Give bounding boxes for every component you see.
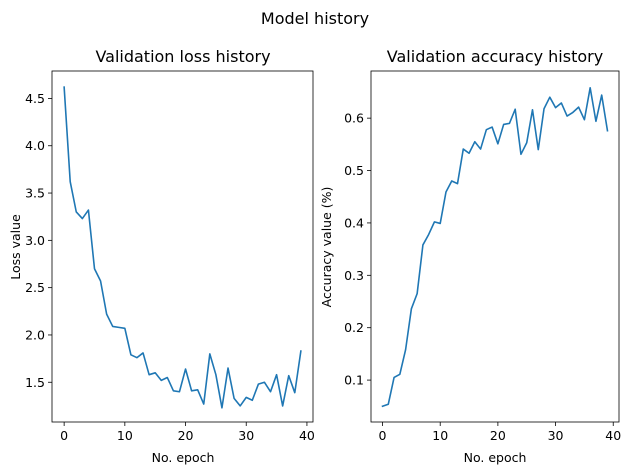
accuracy-series-line-0 <box>381 86 609 408</box>
accuracy-y-tick-label: 0.2 <box>344 320 364 335</box>
accuracy-x-tick-label: 30 <box>548 428 564 443</box>
loss-y-axis-label: Loss value <box>8 214 23 280</box>
loss-x-tick-label: 20 <box>178 428 194 443</box>
accuracy-subplot: Validation accuracy history 0 10 20 30 40 0.… <box>319 47 621 465</box>
loss-y-tick-label: 1.5 <box>25 375 45 390</box>
loss-y-tick-label: 3.0 <box>25 233 45 248</box>
loss-axes-frame <box>51 70 314 423</box>
loss-y-tick-label: 4.0 <box>25 138 45 153</box>
loss-y-tick-label: 2.5 <box>25 280 45 295</box>
loss-x-ticks: 0 10 20 30 40 <box>60 422 315 443</box>
loss-y-tick-label: 3.5 <box>25 186 45 201</box>
accuracy-x-tick-label: 0 <box>379 428 387 443</box>
loss-chart-title: Validation loss history <box>95 47 270 66</box>
accuracy-y-tick-label: 0.4 <box>344 215 364 230</box>
accuracy-x-ticks: 0 10 20 30 40 <box>379 422 621 443</box>
accuracy-y-tick-label: 0.3 <box>344 268 364 283</box>
loss-series-line-0 <box>63 86 302 409</box>
loss-x-tick-label: 40 <box>299 428 315 443</box>
accuracy-y-ticks: 0.1 0.2 0.3 0.4 0.5 0.6 <box>344 111 371 388</box>
accuracy-y-tick-label: 0.6 <box>344 111 364 126</box>
loss-x-tick-label: 10 <box>117 428 133 443</box>
loss-y-tick-label: 4.5 <box>25 91 45 106</box>
accuracy-x-tick-label: 20 <box>490 428 506 443</box>
loss-x-tick-label: 0 <box>60 428 68 443</box>
accuracy-y-axis-label: Accuracy value (%) <box>319 187 334 308</box>
loss-subplot: Validation loss history 0 10 20 30 40 1.5 2.0… <box>8 47 315 465</box>
accuracy-marks <box>381 86 609 408</box>
accuracy-x-axis-label: No. epoch <box>464 450 527 465</box>
accuracy-y-tick-label: 0.1 <box>344 373 364 388</box>
accuracy-x-tick-label: 40 <box>605 428 621 443</box>
figure-suptitle: Model history <box>261 9 369 28</box>
accuracy-chart-title: Validation accuracy history <box>387 47 603 66</box>
accuracy-axes-frame <box>370 70 620 423</box>
loss-y-ticks: 1.5 2.0 2.5 3.0 3.5 4.0 4.5 <box>25 91 52 390</box>
loss-x-tick-label: 30 <box>238 428 254 443</box>
accuracy-x-tick-label: 10 <box>432 428 448 443</box>
loss-y-tick-label: 2.0 <box>25 327 45 342</box>
accuracy-y-tick-label: 0.5 <box>344 163 364 178</box>
loss-marks <box>63 86 302 409</box>
loss-x-axis-label: No. epoch <box>152 450 215 465</box>
